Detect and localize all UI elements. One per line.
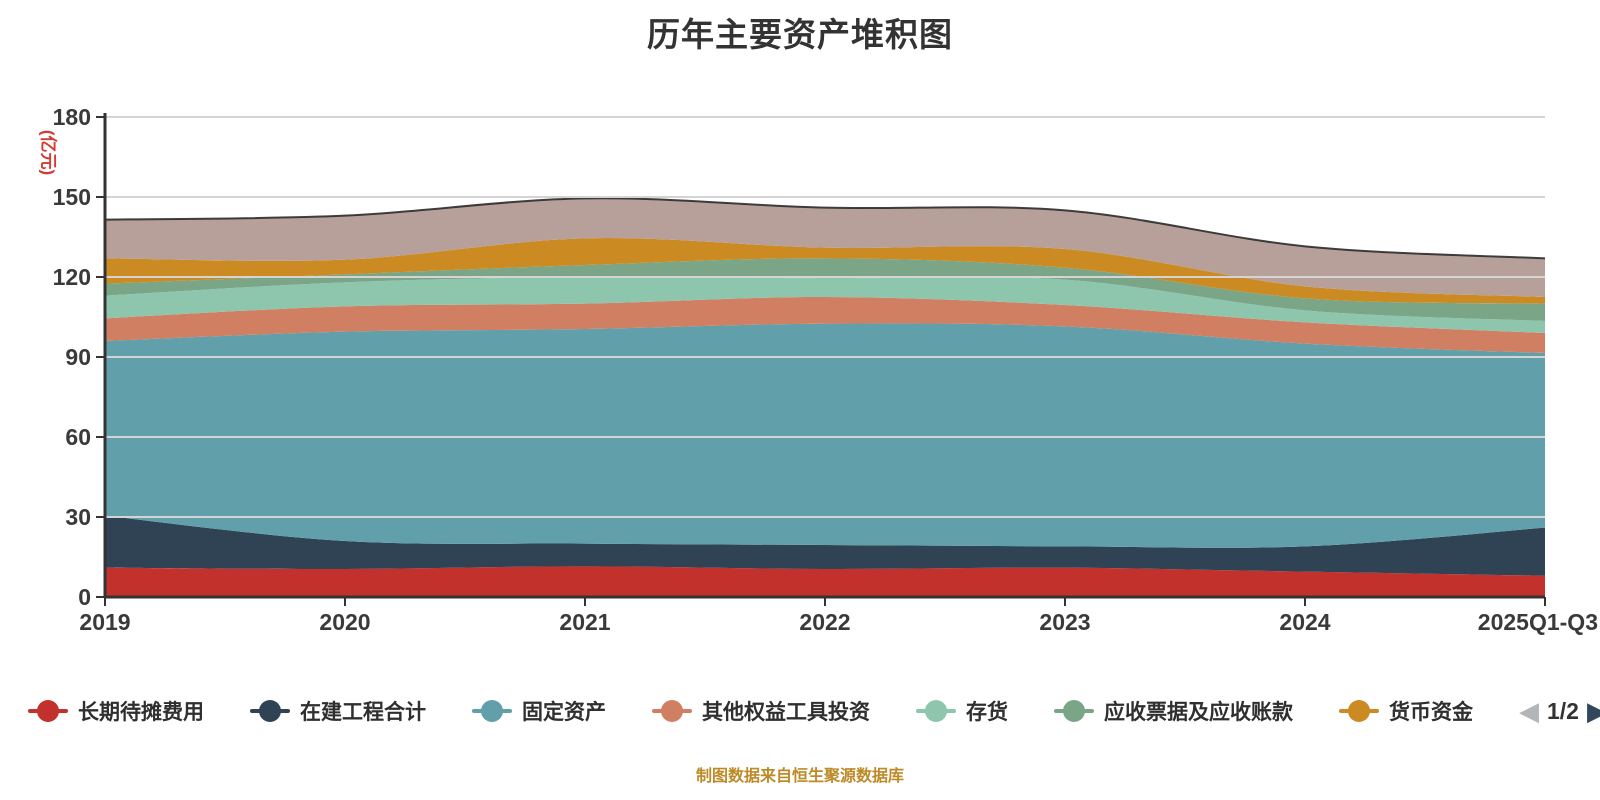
legend-item-6[interactable]: 应收票据及应收账款 (1054, 696, 1293, 726)
legend: 长期待摊费用 在建工程合计 固定资产 其他权益工具投资 存货 应收票据及应收账款 货币资金 ◀… (0, 696, 1600, 726)
area-series-3[interactable] (105, 323, 1545, 548)
legend-page-indicator: 1/2 (1547, 697, 1579, 724)
legend-label: 固定资产 (522, 701, 606, 724)
legend-item-1[interactable]: 长期待摊费用 (28, 696, 204, 726)
area-series-5[interactable] (105, 276, 1545, 333)
stack-top-line (104, 197, 1546, 260)
legend-line-circle-icon (472, 699, 512, 723)
legend-item-3[interactable]: 固定资产 (472, 696, 606, 726)
legend-label: 货币资金 (1389, 701, 1473, 724)
area-series-8[interactable] (105, 198, 1545, 297)
legend-line-circle-icon (28, 699, 68, 723)
legend-label: 长期待摊费用 (78, 701, 204, 724)
legend-line-circle-icon (250, 699, 290, 723)
stacked-area-chart[interactable]: 0 30 60 90 120 150 180 2019 2020 2021 2022 2023 2024… (0, 0, 1600, 680)
legend-label: 其他权益工具投资 (702, 701, 870, 724)
legend-item-5[interactable]: 存货 (916, 696, 1008, 726)
y-axis-label: 30 (65, 504, 91, 530)
x-axis-label: 2021 (559, 609, 610, 635)
y-axis-label: 120 (53, 264, 91, 290)
chart-title: 历年主要资产堆积图 (647, 16, 953, 53)
legend-line-circle-icon (1339, 699, 1379, 723)
area-series-4[interactable] (105, 296, 1545, 353)
legend-label: 应收票据及应收账款 (1104, 701, 1293, 724)
x-axis-label: 2022 (799, 609, 850, 635)
data-source-note: 制图数据来自恒生聚源数据库 (695, 768, 904, 785)
x-axis-label: 2023 (1039, 609, 1090, 635)
legend-item-7[interactable]: 货币资金 (1339, 696, 1473, 726)
legend-line-circle-icon (652, 699, 692, 723)
y-axis-label: 60 (65, 424, 91, 450)
area-series-1[interactable] (105, 566, 1545, 597)
x-axis-label: 2024 (1279, 609, 1330, 635)
legend-next-page-icon[interactable]: ▶ (1586, 696, 1600, 726)
legend-pager: ◀ 1/2 ▶ (1519, 698, 1600, 725)
x-axis-label: 2025Q1-Q3 (1478, 609, 1598, 635)
legend-item-4[interactable]: 其他权益工具投资 (652, 696, 870, 726)
legend-label: 存货 (966, 701, 1008, 724)
y-axis-label: 90 (65, 344, 91, 370)
legend-line-circle-icon (916, 699, 956, 723)
area-series-7[interactable] (105, 238, 1545, 304)
area-series-6[interactable] (105, 258, 1545, 321)
legend-label: 在建工程合计 (300, 701, 426, 724)
y-axis-label: 150 (53, 184, 91, 210)
area-series-2[interactable] (105, 515, 1545, 576)
legend-prev-page-icon[interactable]: ◀ (1519, 696, 1539, 726)
legend-line-circle-icon (1054, 699, 1094, 723)
x-axis-label: 2019 (79, 609, 130, 635)
x-axis-label: 2020 (319, 609, 370, 635)
legend-item-2[interactable]: 在建工程合计 (250, 696, 426, 726)
y-axis-label: 180 (53, 104, 91, 130)
y-axis-label: 0 (78, 584, 91, 610)
